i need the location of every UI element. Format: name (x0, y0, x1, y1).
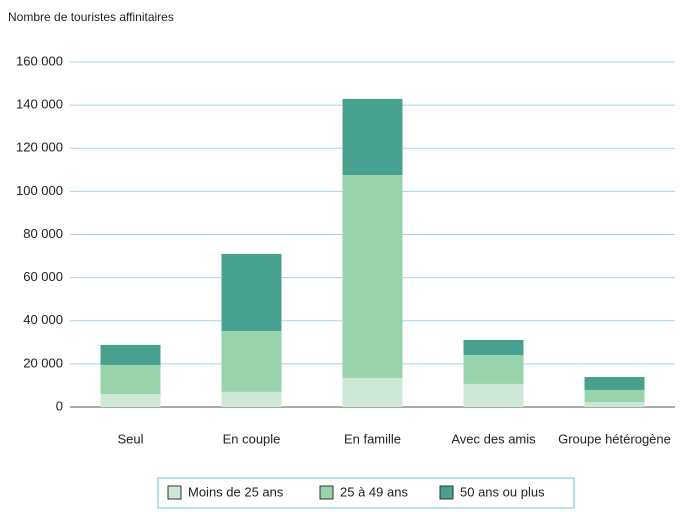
bar-segment (342, 174, 403, 378)
x-tick-label: En famille (344, 431, 401, 446)
legend-label: 50 ans ou plus (460, 484, 545, 499)
x-tick-label: Seul (117, 431, 143, 446)
y-tick-label: 120 000 (16, 140, 63, 155)
legend-swatch (319, 485, 334, 500)
bar-segment (221, 331, 282, 392)
bar-segment (100, 394, 161, 407)
legend-label: Moins de 25 ans (188, 484, 284, 499)
bar-segment (100, 344, 161, 365)
y-tick-label: 140 000 (16, 97, 63, 112)
legend-swatch (439, 485, 454, 500)
y-tick-label: 60 000 (23, 269, 63, 284)
y-tick-label: 40 000 (23, 312, 63, 327)
bar-segment (463, 355, 524, 384)
bar-segment (342, 377, 403, 407)
legend-box (157, 477, 575, 509)
x-tick-label: Avec des amis (451, 431, 536, 446)
y-tick-label: 100 000 (16, 183, 63, 198)
x-tick-label: Groupe hétérogène (558, 431, 671, 446)
legend-swatch (167, 485, 182, 500)
axis-title: Nombre de touristes affinitaires (8, 10, 174, 24)
bar-segment (463, 383, 524, 407)
bar-segment (100, 364, 161, 395)
bar-segment (584, 377, 645, 390)
bar-segment (584, 402, 645, 407)
y-tick-label: 0 (56, 398, 63, 413)
bar-segment (342, 98, 403, 175)
legend-label: 25 à 49 ans (340, 484, 408, 499)
y-tick-label: 20 000 (23, 355, 63, 370)
bar-segment (584, 389, 645, 403)
y-tick-label: 80 000 (23, 226, 63, 241)
bar-segment (221, 391, 282, 407)
y-tick-label: 160 000 (16, 53, 63, 68)
bar-segment (463, 339, 524, 356)
bar-segment (221, 253, 282, 332)
x-tick-label: En couple (223, 431, 281, 446)
